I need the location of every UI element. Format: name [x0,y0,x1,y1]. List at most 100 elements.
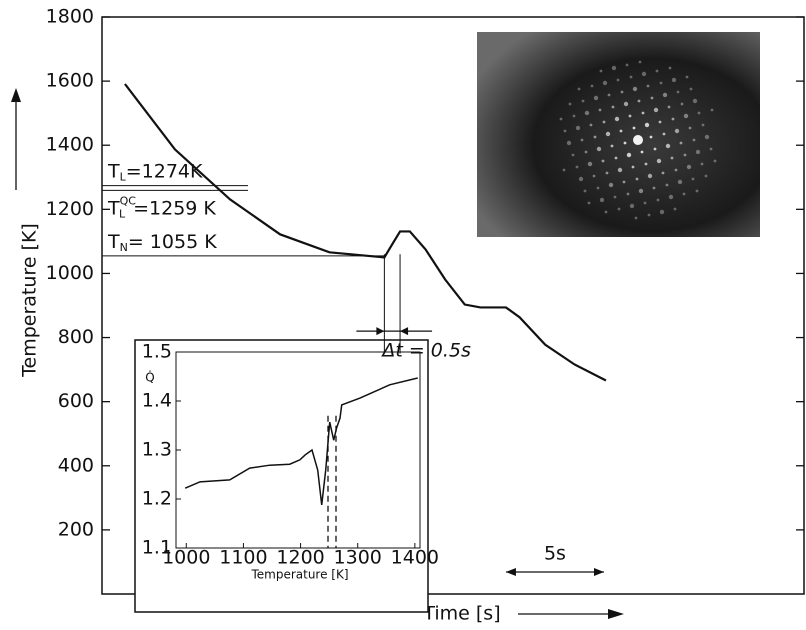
x-axis-arrowhead [608,609,624,619]
diffraction-spot [644,202,647,205]
diffraction-spot [630,76,633,79]
annotation-label: TL=1274K [107,160,203,184]
diffraction-spot [585,111,589,115]
diffraction-spot [657,159,661,163]
diffraction-spot [660,210,664,214]
diffraction-spot [687,165,691,169]
diffraction-spot [672,78,676,82]
diffraction-spot [666,184,669,187]
diffraction-spot [648,214,651,217]
inset-x-tick-label: 1400 [391,547,439,569]
diffraction-spot [581,139,584,142]
diffraction-spot [693,139,696,142]
diffraction-spot [666,144,670,148]
diffraction-spot [650,136,653,139]
inset-x-tick-label: 1200 [276,547,324,569]
annotation-subscript: N [120,241,128,254]
diffraction-spot [663,133,666,136]
diffraction-spot [597,187,600,190]
diffraction-spot [603,121,606,124]
diffraction-spot [696,190,699,193]
diffraction-spot [642,112,645,115]
diffraction-spot [600,70,603,73]
inset-x-label: Temperature [K] [250,568,348,582]
diffraction-spot [684,154,687,157]
diffraction-spot [590,124,593,127]
diffraction-spot [588,202,591,205]
scale-bar-arrowhead [594,568,604,576]
diffraction-spot [617,79,620,82]
inset-y-tick-label: 1.1 [142,537,172,559]
diffraction-spot [603,81,607,85]
diffraction-spot [627,153,631,157]
scale-bar-label: 5s [544,543,566,565]
y-tick-label: 1000 [46,262,94,284]
annotation-value: =1274K [126,160,203,182]
diffraction-spot [612,66,616,70]
diffraction-spot [647,85,650,88]
diffraction-spot [702,124,705,127]
y-axis-arrowhead [11,88,21,102]
diffraction-spot [672,118,675,121]
diffraction-spot [615,157,618,160]
diffraction-spot [585,151,588,154]
diffraction-spot [668,106,671,109]
inset-y-tick-label: 1.5 [142,341,172,363]
diffraction-spot [678,180,682,184]
y-tick-label: 1400 [46,134,94,156]
diffraction-spot [578,88,581,91]
diffraction-spot [563,169,566,172]
diffraction-spot [605,211,608,214]
diffraction-spot [633,135,643,145]
diffraction-spot [567,141,571,145]
diffraction-spot [642,72,646,76]
diffraction-spot [606,172,609,175]
annotation-label: TN= 1055 K [107,230,217,254]
diffraction-spot [692,178,695,181]
y-tick-label: 1600 [46,70,94,92]
diffraction-spot [636,178,639,181]
diffraction-spot [675,169,678,172]
diffraction-spot [576,126,580,130]
diffraction-spot [638,100,641,103]
diffraction-spot [710,148,713,151]
annotation-symbol: T [107,160,120,182]
diffraction-spot [611,145,614,148]
diffraction-spot [618,168,622,172]
diffraction-spot [588,162,592,166]
annotation-label: TQCL=1259 K [107,194,216,220]
diffraction-spot [594,96,598,100]
diffraction-spot [593,175,596,178]
inset-x-tick-label: 1300 [334,547,382,569]
diffraction-spot [689,127,692,130]
x-axis-label: Time [s] [422,603,500,625]
diffraction-spot [662,172,665,175]
diffraction-spot [657,199,660,202]
diffraction-spot [653,187,656,190]
diffraction-spot [711,109,714,112]
diffraction-spot [696,150,700,154]
y-tick-label: 1800 [46,6,94,28]
annotation-symbol: T [107,230,120,252]
diffraction-spot [669,195,673,199]
diffraction-spot [609,183,613,187]
inset-y-label: Q̇ [145,370,154,384]
diffraction-spot [690,88,693,91]
diffraction-image [477,32,760,237]
y-axis-label: Temperature [K] [19,223,41,378]
diffraction-spot [639,189,643,193]
diffraction-spot [714,160,717,163]
diffraction-spot [591,85,594,88]
diffraction-spot [651,97,654,100]
chart: Temperature [K] Time [s] Temperature [K]… [0,0,806,630]
y-tick-label: 1200 [46,198,94,220]
diffraction-spot [684,114,688,118]
diffraction-spot [630,204,634,208]
diffraction-spot [620,130,623,133]
delta-t-arrowhead [400,327,408,335]
inset-x-tick-label: 1100 [219,547,267,569]
diffraction-spot [633,127,636,130]
annotation-value: =1259 K [133,197,216,219]
diffraction-spot [633,87,637,91]
diffraction-spot [624,142,627,145]
